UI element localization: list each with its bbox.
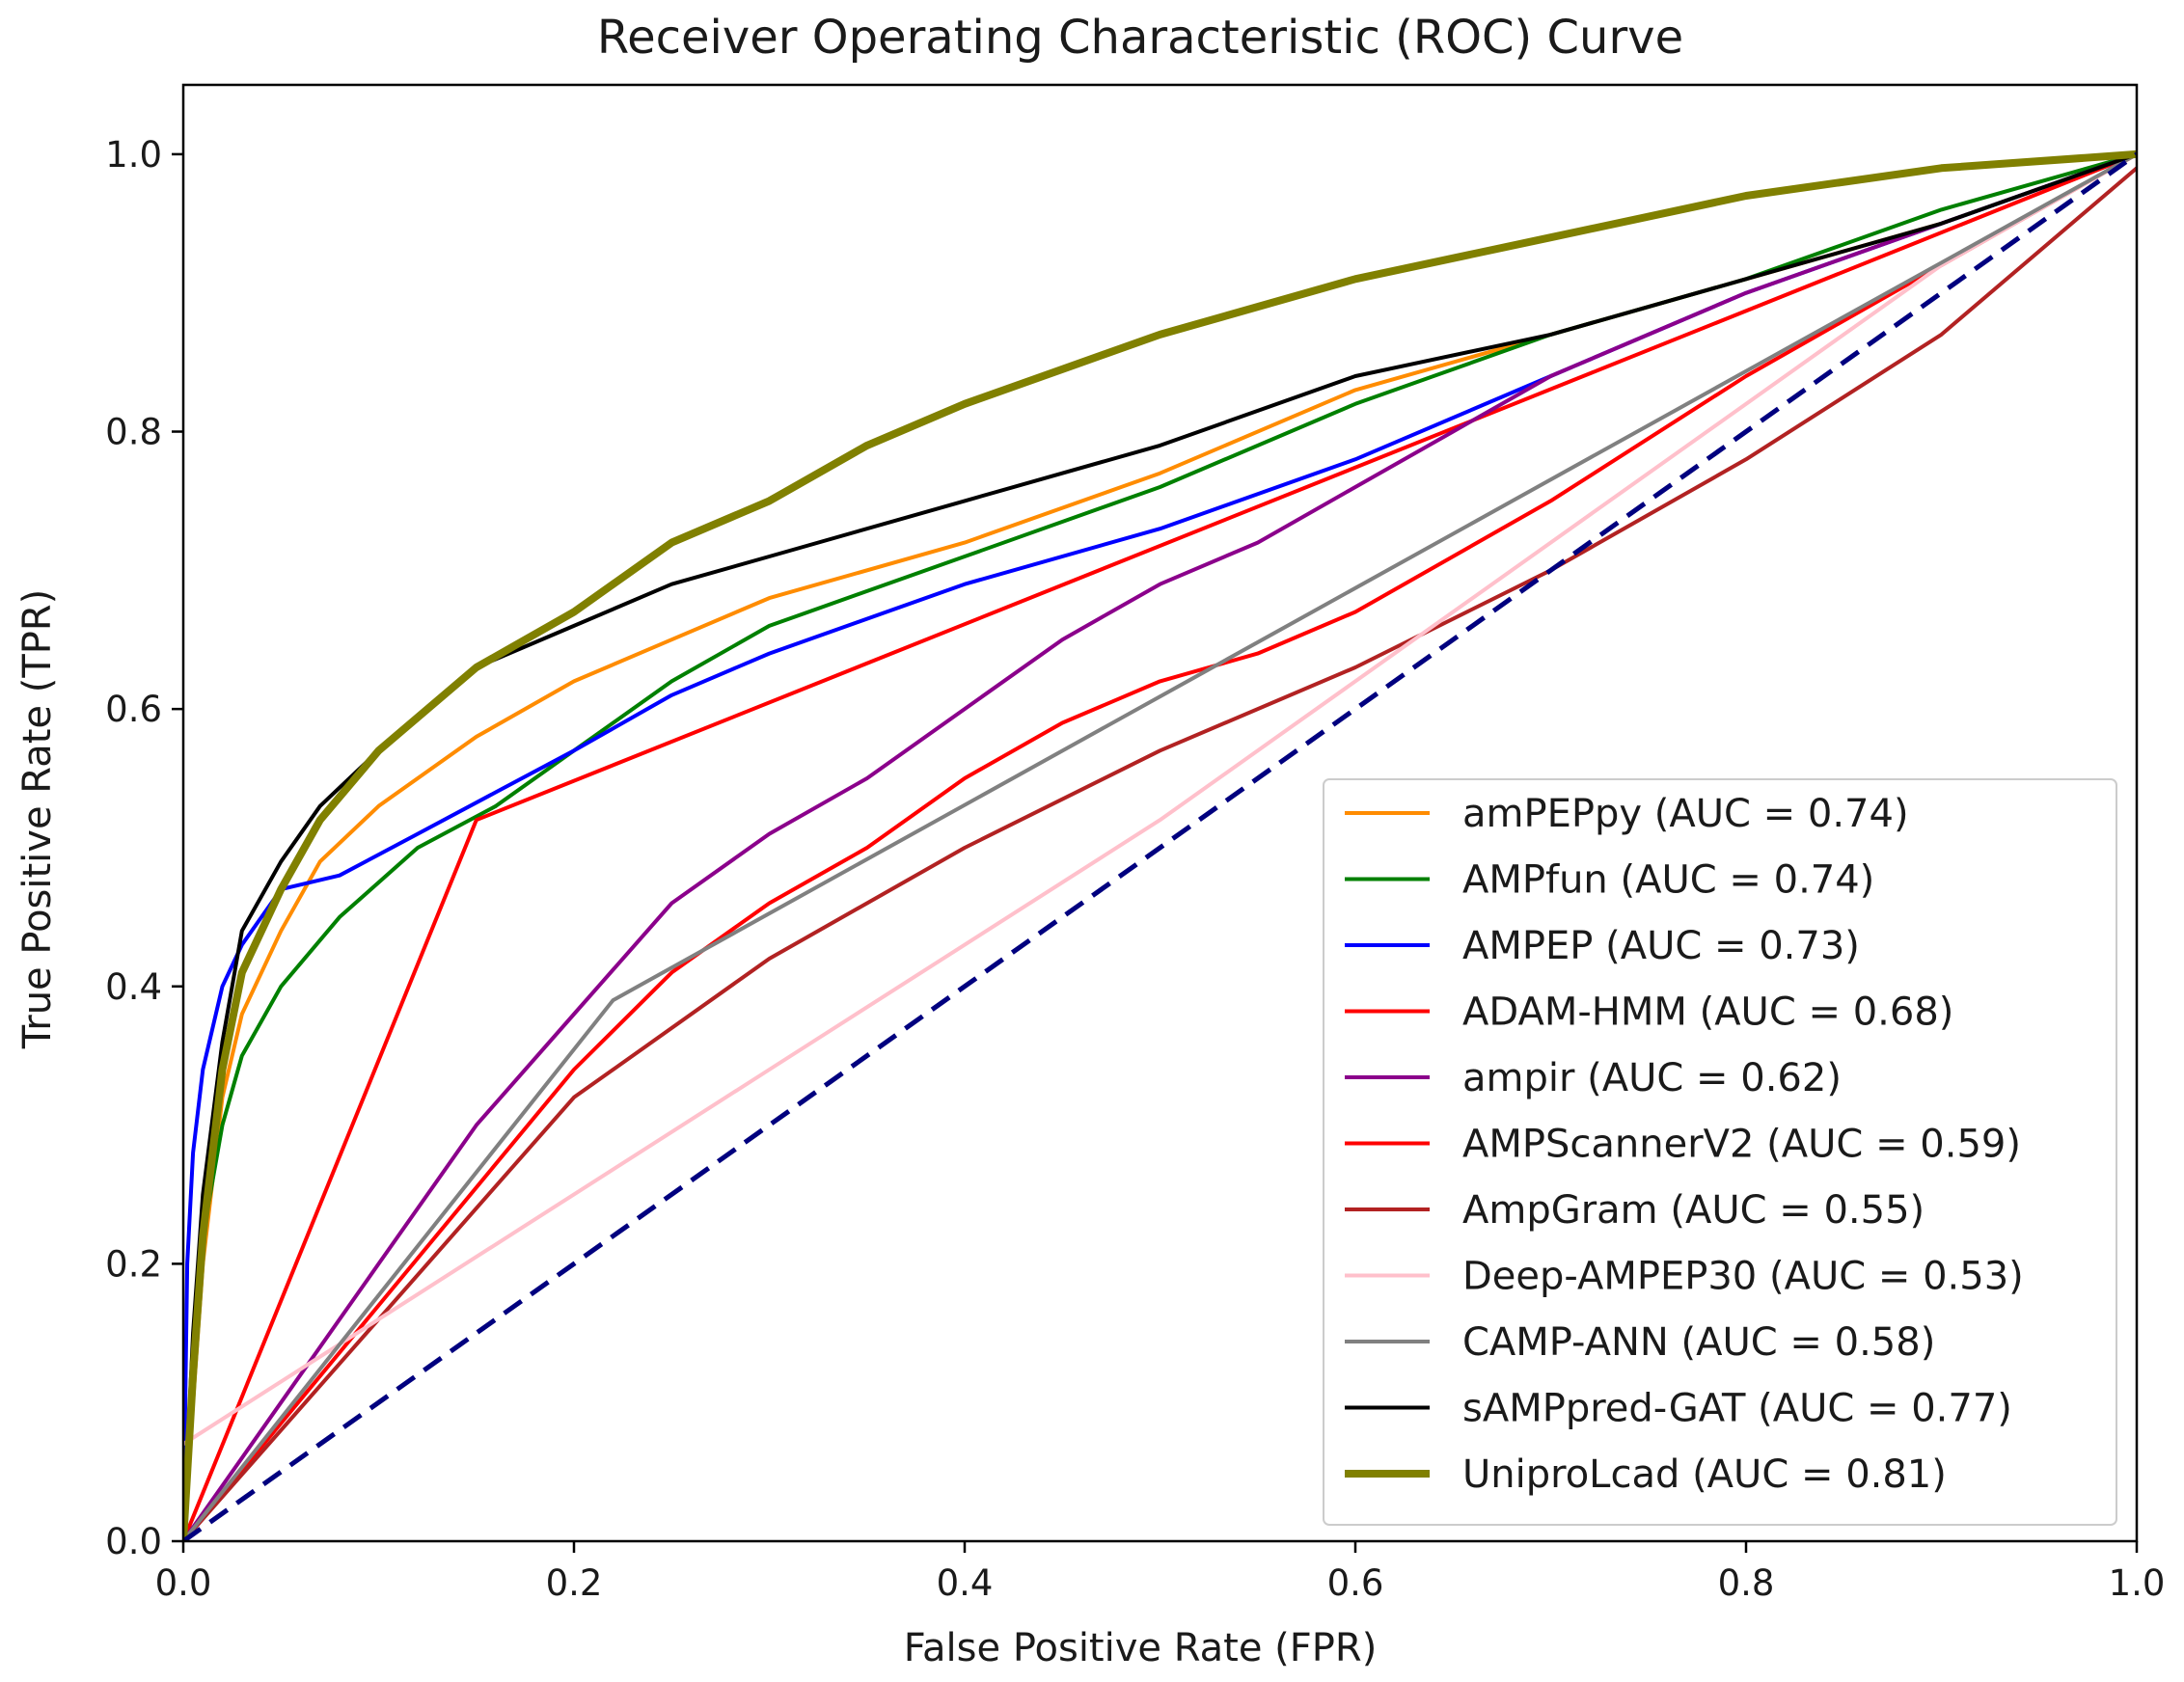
y-axis-ticks: 0.0 0.2 0.4 0.6 0.8 1.0 [105, 134, 183, 1562]
series-line-ampgram [183, 166, 2137, 1541]
y-tick-label: 0.2 [105, 1243, 162, 1285]
legend-label: AmpGram (AUC = 0.55) [1462, 1188, 1925, 1233]
x-tick-label: 0.4 [937, 1562, 994, 1604]
series-line-adam-hmm [183, 151, 2137, 1541]
plot-frame [181, 83, 2139, 1543]
legend-label: AMPfun (AUC = 0.74) [1462, 858, 1874, 903]
chart-title: Receiver Operating Characteristic (ROC) … [597, 11, 1683, 65]
x-tick-label: 0.2 [546, 1562, 603, 1604]
x-tick-label: 0.6 [1327, 1562, 1384, 1604]
series-line-samppred-gat [183, 151, 2137, 1541]
series-line-ampep [183, 151, 2137, 1541]
legend-label: AMPEP (AUC = 0.73) [1462, 924, 1860, 968]
series-line-uniprolcad [183, 149, 2137, 1541]
series-line-deep-ampep30 [183, 151, 2137, 1447]
x-tick-label: 1.0 [2109, 1562, 2166, 1604]
legend-box [1323, 778, 2117, 1526]
y-tick-label: 1.0 [105, 134, 162, 176]
series-line-camp-ann [183, 151, 2137, 1541]
legend-label: ampir (AUC = 0.62) [1462, 1056, 1842, 1100]
series-line-ampir [183, 151, 2137, 1541]
x-tick-label: 0.0 [155, 1562, 212, 1604]
legend-label: ADAM-HMM (AUC = 0.68) [1462, 990, 1953, 1035]
x-tick-label: 0.8 [1718, 1562, 1775, 1604]
y-tick-label: 0.0 [105, 1521, 162, 1562]
x-axis-ticks: 0.0 0.2 0.4 0.6 0.8 1.0 [155, 1541, 2166, 1604]
plot-area [183, 149, 2137, 1541]
legend-label: CAMP-ANN (AUC = 0.58) [1462, 1320, 1935, 1365]
series-line-ampscannerv2 [183, 151, 2137, 1541]
legend-label: sAMPpred-GAT (AUC = 0.77) [1462, 1387, 2012, 1431]
chance-reference-line [183, 151, 2137, 1541]
legend-label: UniproLcad (AUC = 0.81) [1462, 1452, 1947, 1497]
y-tick-label: 0.6 [105, 689, 162, 730]
legend-label: AMPScannerV2 (AUC = 0.59) [1462, 1123, 2021, 1167]
y-tick-label: 0.8 [105, 412, 162, 453]
legend-label: amPEPpy (AUC = 0.74) [1462, 792, 1909, 836]
reference-layer [183, 151, 2137, 1541]
y-tick-label: 0.4 [105, 966, 162, 1008]
legend-label: Deep-AMPEP30 (AUC = 0.53) [1462, 1255, 2024, 1299]
y-axis-label: True Positive Rate (TPR) [15, 589, 60, 1050]
legend: amPEPpy (AUC = 0.74) AMPfun (AUC = 0.74) A… [1323, 778, 2117, 1526]
series-layer [183, 149, 2137, 1541]
x-axis-label: False Positive Rate (FPR) [904, 1626, 1378, 1670]
